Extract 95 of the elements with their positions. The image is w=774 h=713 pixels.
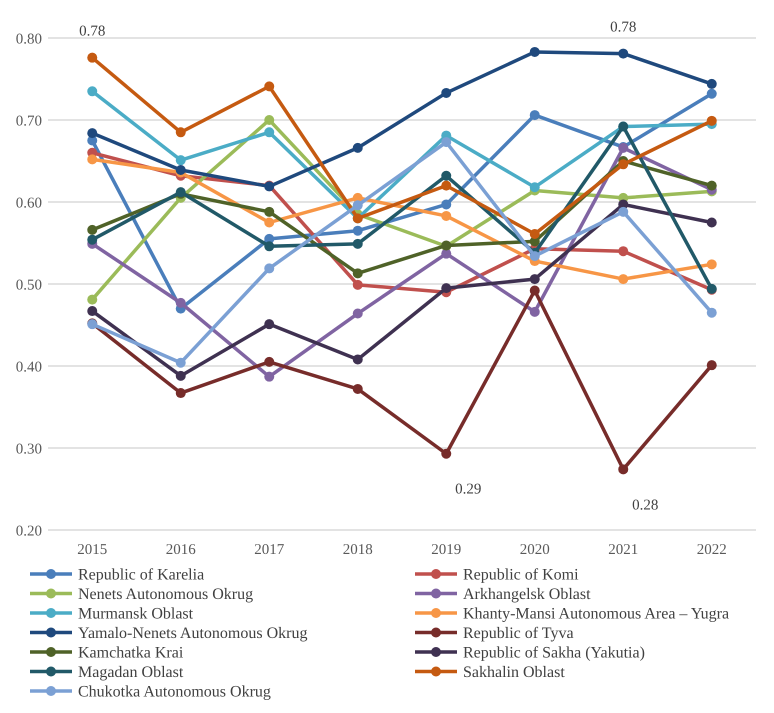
point	[352, 142, 363, 153]
y-tick-label: 0.50	[16, 277, 42, 294]
point	[618, 206, 628, 217]
x-tick-label: 2020	[520, 542, 550, 558]
point	[530, 228, 540, 239]
point	[618, 48, 628, 59]
point	[706, 88, 717, 99]
x-tick-label: 2018	[342, 542, 373, 558]
point	[706, 116, 717, 126]
y-tick-label: 0.20	[16, 523, 42, 540]
point	[530, 110, 540, 120]
legend-label: Khanty-Mansi Autonomous Area – Yugra	[463, 606, 730, 623]
annotation: 0.78	[610, 20, 636, 36]
legend-label: Chukotka Autonomous Okrug	[78, 684, 271, 701]
point	[530, 251, 540, 262]
legend-label: Sakhalin Oblast	[463, 664, 566, 682]
point	[352, 308, 363, 319]
point	[264, 218, 274, 228]
point	[264, 127, 274, 138]
point	[706, 308, 717, 318]
x-tick-label: 2015	[77, 542, 108, 558]
point	[441, 137, 452, 148]
point	[706, 360, 717, 370]
point	[87, 128, 98, 138]
point	[352, 354, 363, 364]
legend-label: Arkhangelsk Oblast	[463, 586, 592, 604]
point	[352, 280, 363, 290]
point	[441, 180, 452, 191]
y-tick-label: 0.80	[16, 31, 42, 48]
point	[706, 218, 717, 228]
point	[706, 259, 717, 270]
point	[264, 241, 274, 252]
point	[87, 86, 98, 96]
point	[87, 234, 98, 245]
annotation: 0.29	[455, 482, 482, 498]
point	[441, 283, 452, 294]
point	[264, 263, 274, 274]
point	[706, 180, 717, 191]
point	[87, 224, 98, 235]
legend-label: Magadan Oblast	[78, 664, 184, 682]
legend-label: Kamchatka Krai	[78, 644, 184, 662]
point	[87, 306, 98, 316]
point	[264, 115, 274, 125]
point	[618, 464, 628, 474]
point	[618, 274, 628, 284]
point	[441, 210, 452, 221]
point	[264, 206, 274, 217]
point	[618, 159, 628, 170]
x-tick-label: 2021	[608, 542, 638, 558]
point	[530, 286, 540, 296]
point	[176, 358, 186, 368]
point	[441, 448, 452, 459]
point	[530, 182, 540, 192]
legend-label: Nenets Autonomous Okrug	[78, 586, 254, 604]
point	[530, 306, 540, 317]
x-tick-label: 2019	[431, 542, 462, 558]
legend-label: Yamalo-Nenets Autonomous Okrug	[78, 625, 308, 642]
point	[618, 246, 628, 256]
point	[264, 372, 274, 382]
point	[352, 226, 363, 236]
point	[352, 268, 363, 278]
point	[176, 388, 186, 398]
annotation: 0.28	[632, 497, 658, 514]
x-tick-label: 2017	[254, 542, 285, 558]
y-tick-label: 0.70	[16, 113, 42, 130]
point	[264, 81, 274, 92]
point	[441, 199, 452, 210]
y-tick-label: 0.40	[16, 359, 42, 376]
legend-label: Republic of Tyva	[463, 625, 574, 642]
point	[176, 155, 186, 166]
legend-label: Murmansk Oblast	[78, 606, 194, 623]
point	[441, 88, 452, 98]
legend-label: Republic of Sakha (Yakutia)	[463, 644, 645, 662]
point	[87, 154, 98, 164]
point	[706, 78, 717, 89]
annotation: 0.78	[79, 24, 106, 40]
point	[352, 384, 363, 394]
point	[176, 370, 186, 381]
y-tick-label: 0.30	[16, 441, 42, 458]
y-tick-label: 0.60	[16, 195, 42, 212]
point	[441, 170, 452, 181]
x-tick-label: 2016	[166, 542, 196, 558]
legend-label: Republic of Komi	[463, 566, 580, 584]
point	[176, 298, 186, 308]
point	[352, 200, 363, 210]
point	[264, 319, 274, 330]
point	[352, 238, 363, 249]
point	[530, 46, 540, 57]
point	[264, 356, 274, 367]
point	[87, 294, 98, 305]
legend-label: Republic of Karelia	[78, 566, 204, 584]
point	[87, 52, 98, 63]
x-tick-label: 2022	[696, 542, 727, 558]
point	[530, 274, 540, 284]
point	[176, 127, 186, 138]
